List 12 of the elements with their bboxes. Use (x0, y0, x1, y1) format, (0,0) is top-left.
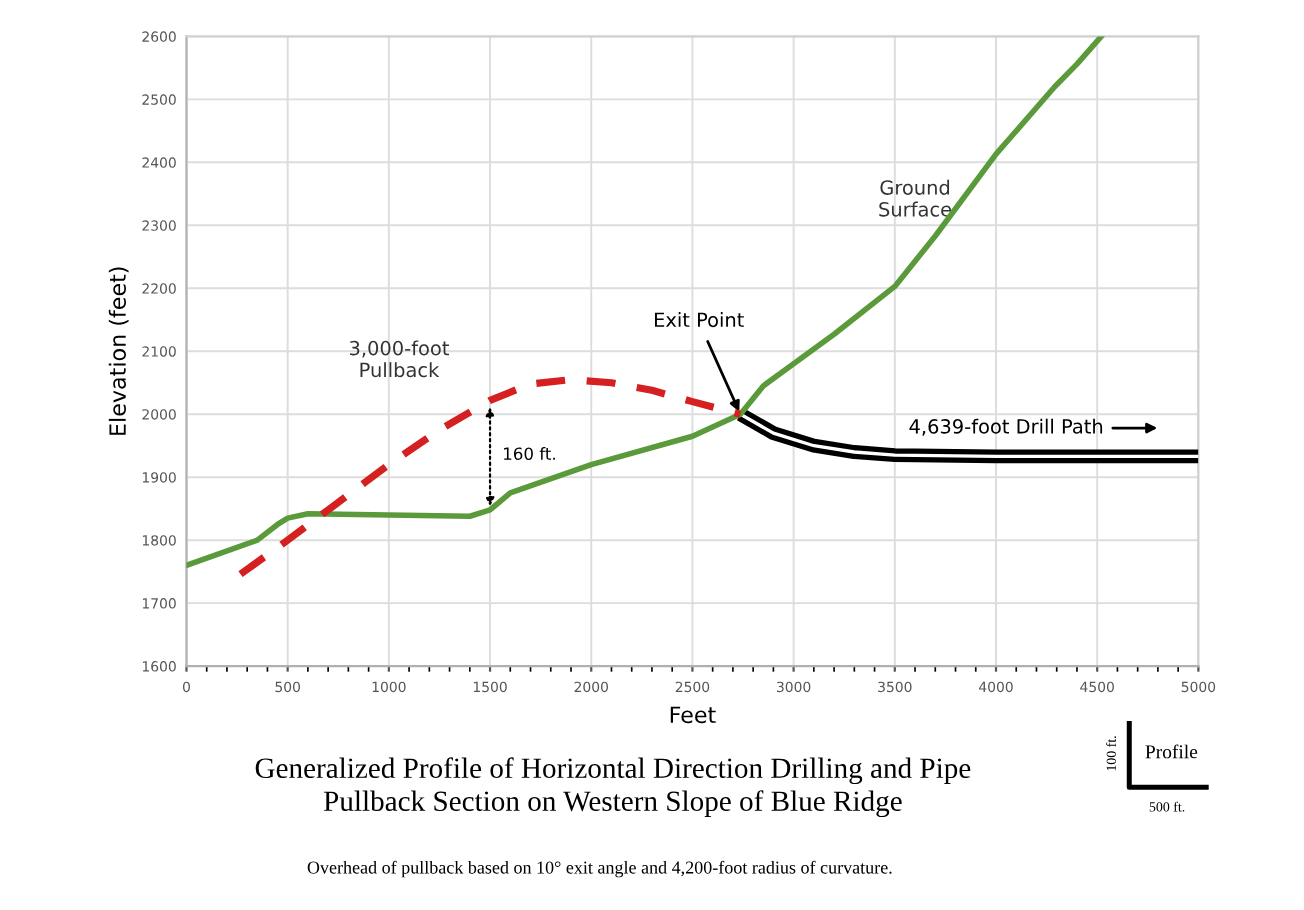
text: Profile (1145, 744, 1198, 759)
annotation: Ground Surface (879, 179, 952, 217)
annotation: 4,639-foot Drill Path (909, 418, 1103, 436)
line-series (236, 375, 744, 578)
annotation: Exit Point (655, 312, 744, 328)
text: Overhead of pullback based on 10° exit angle and 4,200-foot radius of curvature. (307, 860, 892, 878)
annotation: 160 ft. (504, 447, 555, 460)
text: Generalized Profile of Horizontal Direction Drilling and Pipe Pullback Section on Western Slope of Blue Ridge (255, 757, 971, 818)
annotation: 3,000-foot Pullback (349, 340, 449, 378)
y-axis-title: Elevation (feet) (108, 267, 129, 435)
line-series (186, 36, 1105, 569)
x-axis-title: Feet (670, 706, 716, 724)
